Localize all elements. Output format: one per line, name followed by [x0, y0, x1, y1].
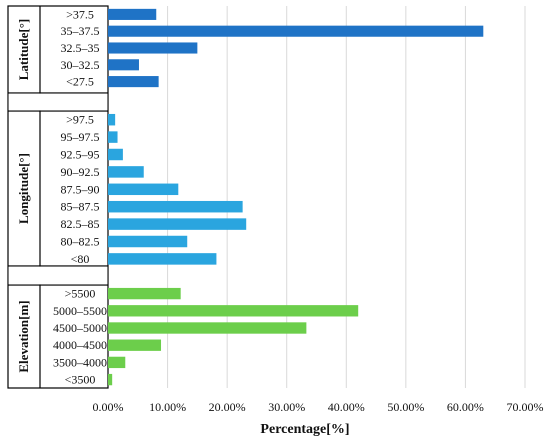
bar — [108, 235, 188, 248]
category-axis-frame — [7, 5, 109, 389]
bar — [108, 183, 179, 196]
category-label: 30–32.5 — [61, 58, 100, 72]
category-label: >97.5 — [66, 113, 94, 127]
x-tick-label: 0.00% — [93, 400, 124, 414]
category-label: 87.5–90 — [61, 182, 100, 196]
category-label: <3500 — [65, 373, 96, 387]
category-label: 80–82.5 — [61, 235, 100, 249]
x-axis-title: Percentage[%] — [260, 422, 349, 437]
category-label: 82.5–85 — [61, 217, 100, 231]
bar — [108, 322, 307, 334]
bar — [108, 339, 162, 351]
bar — [108, 148, 123, 161]
bar — [108, 253, 217, 265]
group-title: Longitude[°] — [16, 153, 31, 224]
group-title: Latitude[°] — [16, 19, 31, 81]
category-label: 92.5–95 — [61, 148, 100, 162]
category-label: 4500–5000 — [53, 321, 107, 335]
bar — [108, 305, 359, 317]
bar — [108, 25, 484, 37]
x-tick-label: 40.00% — [328, 400, 365, 414]
x-tick-label: 30.00% — [268, 400, 305, 414]
bars — [108, 8, 484, 386]
bar — [108, 8, 157, 20]
category-label: 35–37.5 — [61, 24, 100, 38]
category-label: 3500–4000 — [53, 355, 107, 369]
bar — [108, 166, 144, 178]
group-gap — [8, 266, 108, 285]
bar — [108, 218, 247, 230]
category-label: >37.5 — [66, 7, 94, 21]
labels: 0.00% 10.00% 20.00% 30.00% 40.00% 50.00% 60.00… — [16, 7, 544, 414]
bar — [108, 356, 126, 369]
x-tick-label: 20.00% — [209, 400, 246, 414]
category-label: 90–92.5 — [61, 165, 100, 179]
category-label: 95–97.5 — [61, 130, 100, 144]
category-label: 4000–4500 — [53, 338, 107, 352]
group-frames — [7, 5, 109, 389]
category-label: 5000–5500 — [53, 304, 107, 318]
category-label: 32.5–35 — [61, 41, 100, 55]
x-tick-label: 50.00% — [387, 400, 424, 414]
x-tick-label: 10.00% — [149, 400, 186, 414]
bar — [108, 113, 116, 126]
bar — [108, 373, 113, 386]
bar — [108, 76, 159, 88]
category-label: 85–87.5 — [61, 200, 100, 214]
x-tick-label: 60.00% — [447, 400, 484, 414]
group-gap — [8, 93, 108, 111]
x-tick-label: 70.00% — [507, 400, 544, 414]
bar — [108, 131, 118, 143]
bar — [108, 287, 181, 300]
gridlines — [167, 6, 526, 388]
category-label: <80 — [71, 252, 90, 266]
bar — [108, 59, 139, 71]
category-label: >5500 — [65, 287, 96, 301]
group-title: Elevation[m] — [16, 300, 31, 372]
bar — [108, 42, 198, 54]
bar — [108, 200, 243, 213]
category-label: <27.5 — [66, 75, 94, 89]
